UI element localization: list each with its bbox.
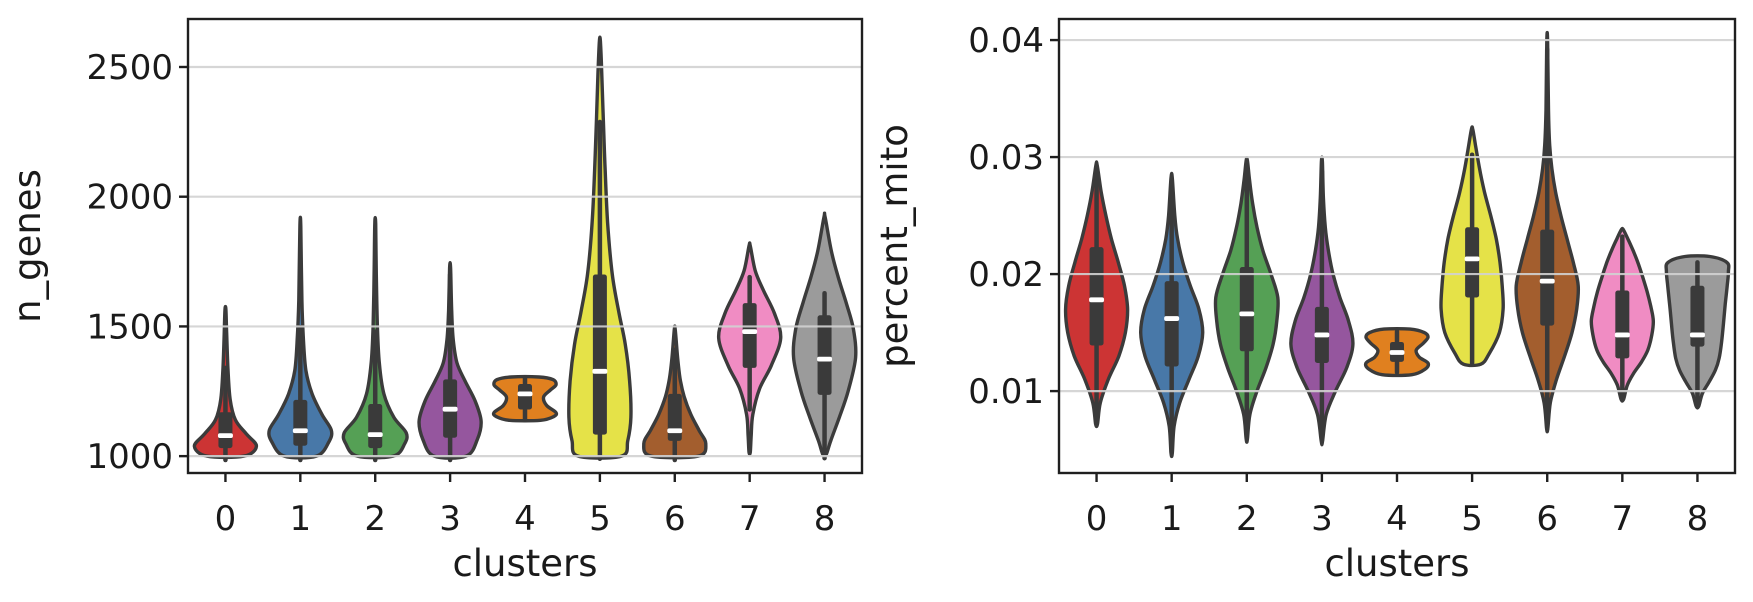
x-tick-label: 7 xyxy=(1612,499,1634,539)
y-tick-label: 2500 xyxy=(86,48,173,88)
box-cluster-7 xyxy=(742,303,757,368)
median-cluster-2 xyxy=(367,432,383,438)
median-cluster-8 xyxy=(1689,332,1705,338)
x-tick-label: 6 xyxy=(664,499,686,539)
box-cluster-5 xyxy=(592,274,607,435)
y-tick-label: 1000 xyxy=(86,437,173,477)
box-cluster-6 xyxy=(667,393,682,441)
box-cluster-2 xyxy=(1239,267,1254,352)
x-tick-label: 0 xyxy=(1086,499,1108,539)
median-cluster-1 xyxy=(1164,316,1180,321)
y-axis-label: n_genes xyxy=(6,169,49,323)
box-cluster-1 xyxy=(293,399,308,446)
box-cluster-6 xyxy=(1540,229,1555,326)
box-cluster-0 xyxy=(218,412,233,449)
median-cluster-7 xyxy=(742,329,758,335)
median-cluster-2 xyxy=(1239,311,1255,317)
x-tick-label: 5 xyxy=(589,499,611,539)
x-tick-label: 0 xyxy=(215,499,237,539)
median-cluster-3 xyxy=(1314,332,1330,338)
median-cluster-4 xyxy=(1389,350,1405,355)
box-cluster-2 xyxy=(368,403,383,449)
x-tick-label: 3 xyxy=(439,499,461,539)
box-cluster-8 xyxy=(1690,285,1705,347)
axes-spines xyxy=(1057,17,1737,475)
x-tick-label: 3 xyxy=(1311,499,1333,539)
box-cluster-8 xyxy=(817,315,832,395)
x-tick-label: 4 xyxy=(1386,499,1408,539)
box-cluster-5 xyxy=(1465,227,1480,298)
median-cluster-7 xyxy=(1614,332,1630,338)
y-tick-label: 0.02 xyxy=(968,255,1044,295)
x-axis-label: clusters xyxy=(1324,542,1469,585)
median-cluster-5 xyxy=(1464,256,1480,262)
y-tick-label: 0.03 xyxy=(968,138,1044,178)
y-axis-label: percent_mito xyxy=(880,124,916,368)
box-cluster-1 xyxy=(1164,281,1179,367)
box-cluster-4 xyxy=(518,384,532,410)
box-cluster-0 xyxy=(1089,247,1104,346)
median-cluster-0 xyxy=(1089,297,1105,303)
y-tick-label: 2000 xyxy=(86,178,173,218)
x-tick-label: 5 xyxy=(1461,499,1483,539)
y-tick-label: 1500 xyxy=(86,307,173,347)
x-tick-label: 1 xyxy=(290,499,312,539)
x-tick-label: 2 xyxy=(1236,499,1258,539)
x-tick-label: 8 xyxy=(1687,499,1709,539)
median-cluster-1 xyxy=(292,428,308,434)
x-tick-label: 7 xyxy=(739,499,761,539)
x-axis-label: clusters xyxy=(452,542,597,585)
median-cluster-8 xyxy=(817,356,833,362)
median-cluster-3 xyxy=(442,406,458,412)
median-cluster-5 xyxy=(592,368,608,374)
subplot-n-genes: 1000 1500 2000 2500 0 1 2 3 4 5 6 7 8 clusters n_genes xyxy=(6,17,864,585)
x-tick-label: 1 xyxy=(1161,499,1183,539)
x-tick-label: 6 xyxy=(1536,499,1558,539)
x-tick-label: 4 xyxy=(514,499,536,539)
y-tick-label: 0.04 xyxy=(968,21,1044,61)
box-cluster-7 xyxy=(1615,290,1630,359)
y-tick-label: 0.01 xyxy=(968,372,1044,412)
subplot-percent-mito: 0.01 0.02 0.03 0.04 0 1 2 3 4 5 6 7 8 clusters percent… xyxy=(880,17,1737,585)
x-tick-label: 2 xyxy=(364,499,386,539)
x-tick-label: 8 xyxy=(814,499,836,539)
median-cluster-6 xyxy=(667,428,683,434)
median-cluster-0 xyxy=(217,433,233,439)
median-cluster-4 xyxy=(517,391,533,397)
median-cluster-6 xyxy=(1539,278,1555,284)
